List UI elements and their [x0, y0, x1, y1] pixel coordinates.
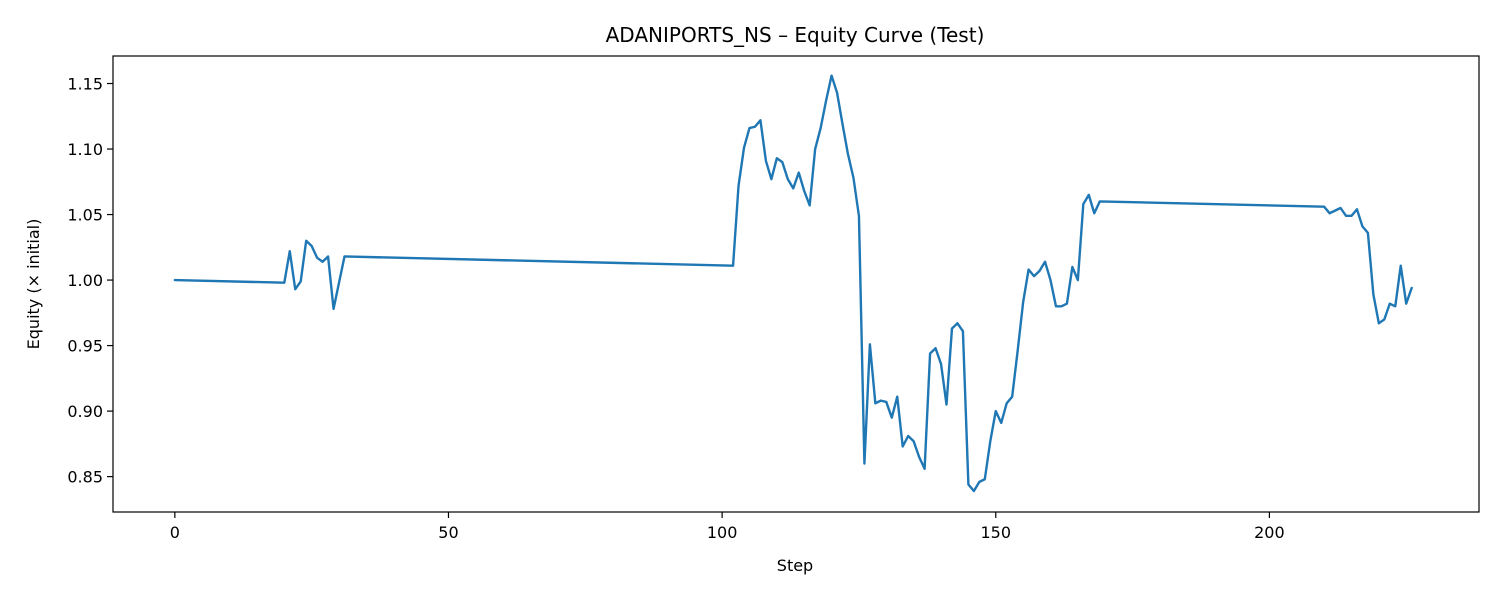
y-tick-label: 0.95	[67, 337, 103, 356]
axes-frame	[112, 55, 1480, 513]
y-tick-label: 1.05	[67, 206, 103, 225]
y-tick-label: 0.90	[67, 402, 103, 421]
x-axis-label: Step	[777, 556, 813, 575]
chart-title: ADANIPORTS_NS – Equity Curve (Test)	[606, 23, 985, 47]
equity-series-line	[173, 74, 1413, 493]
x-tick-label: 200	[1254, 523, 1285, 542]
plot-area: 0 50 100 150 200 0.85 0.90 0.95 1.00 1.05 1.10 1.15	[67, 55, 1480, 542]
x-tick-label: 50	[438, 523, 458, 542]
y-tick-label: 0.85	[67, 468, 103, 487]
x-tick-label: 150	[980, 523, 1011, 542]
y-axis-label: Equity (× initial)	[24, 219, 43, 350]
y-tick-label: 1.00	[67, 271, 103, 290]
x-tick-label: 100	[707, 523, 738, 542]
x-tick-label: 0	[170, 523, 180, 542]
y-tick-label: 1.15	[67, 75, 103, 94]
y-tick-label: 1.10	[67, 140, 103, 159]
